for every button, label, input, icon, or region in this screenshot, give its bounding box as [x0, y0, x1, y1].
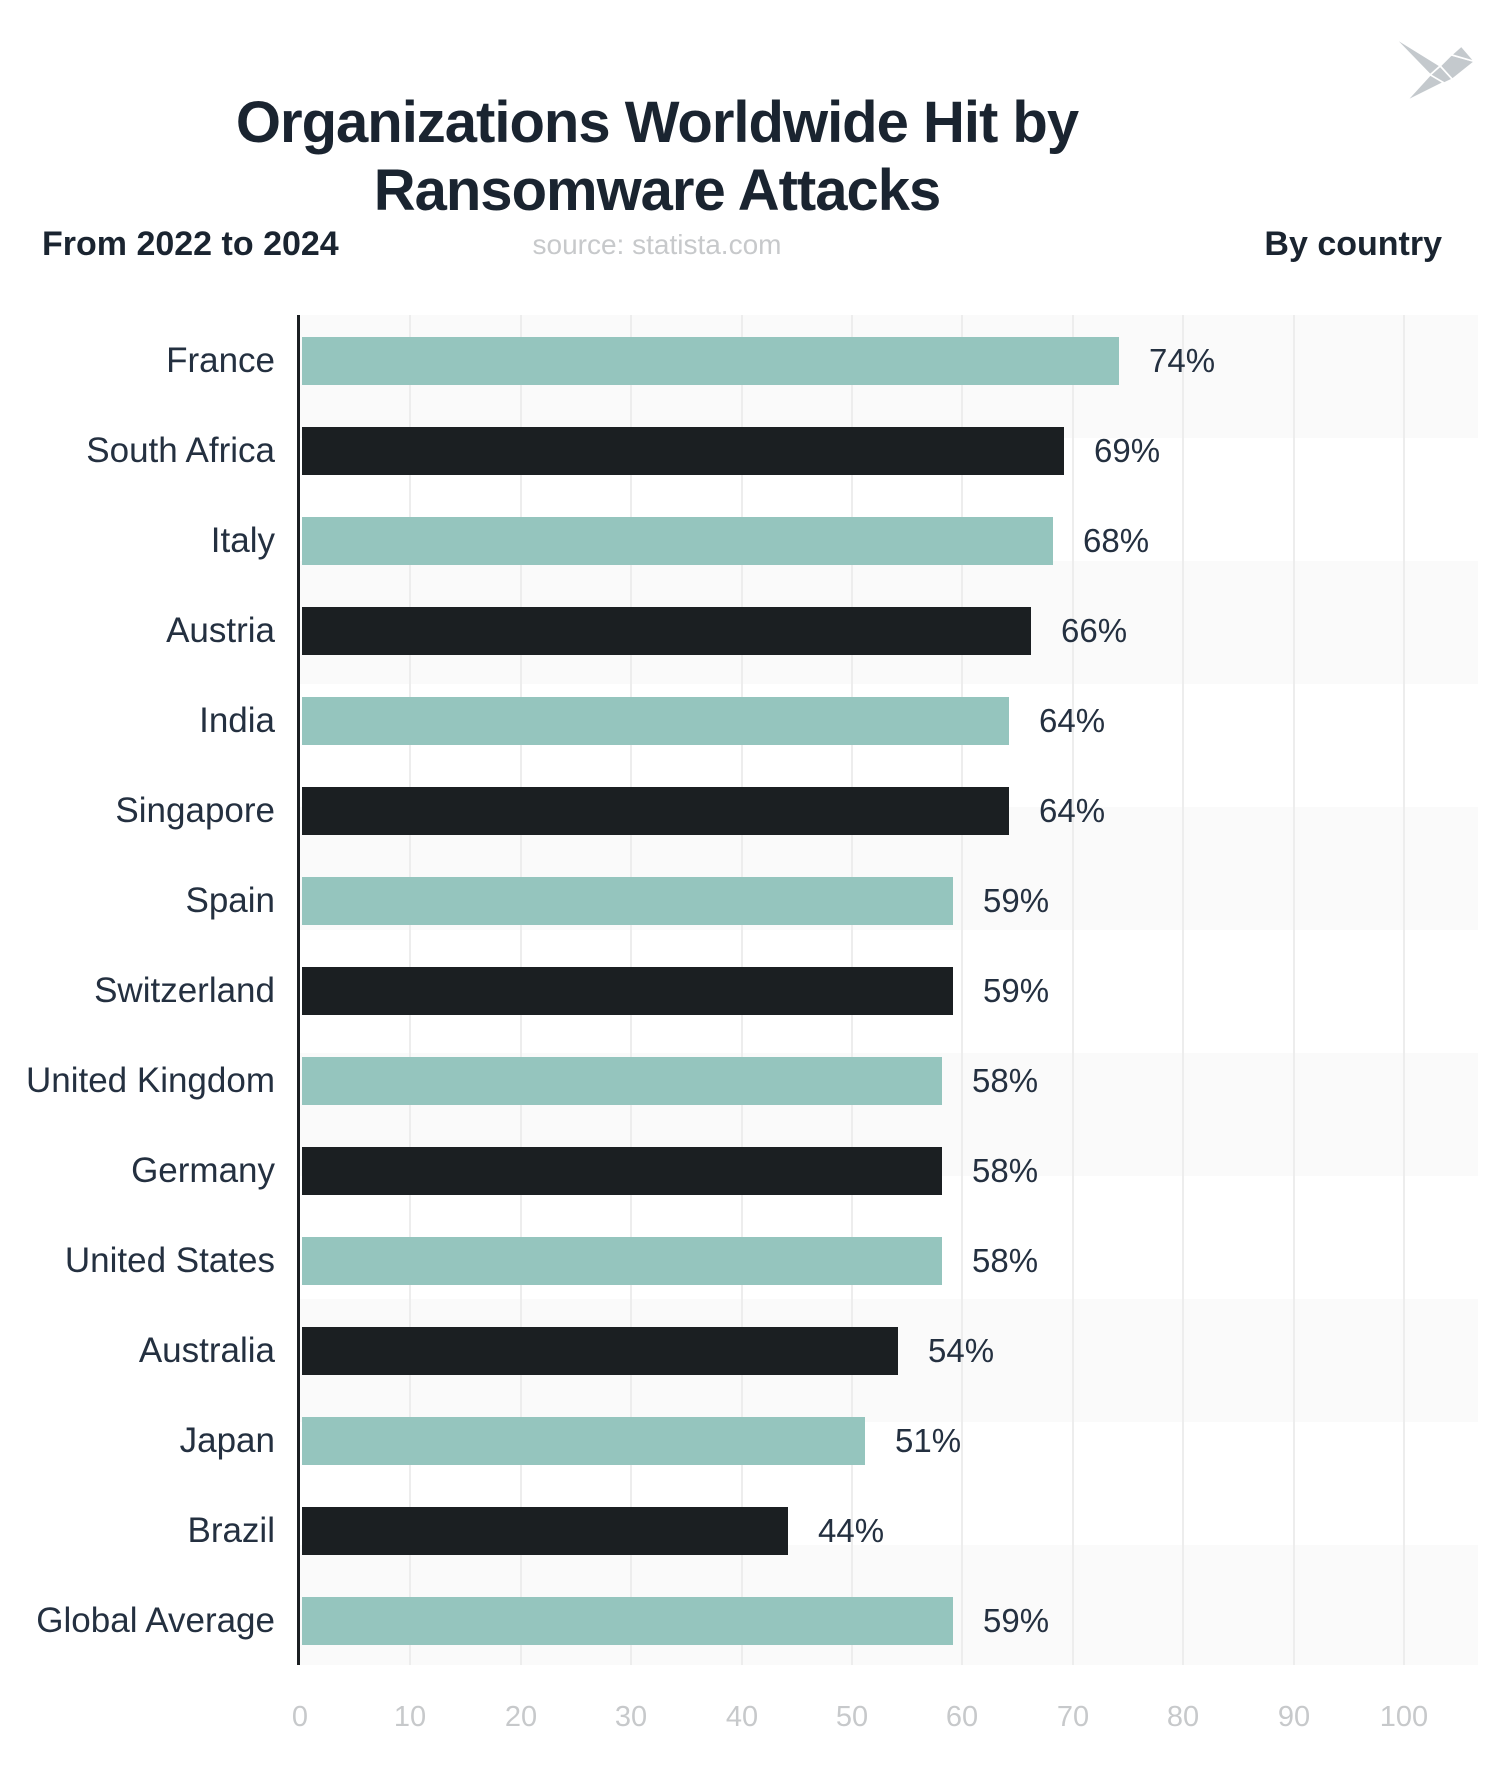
value-label: 59% — [983, 882, 1050, 919]
x-tick-label-90: 90 — [1277, 1701, 1311, 1733]
bar — [302, 1417, 865, 1465]
y-axis-line — [297, 315, 300, 1665]
value-label: 58% — [972, 1062, 1039, 1099]
value-label: 74% — [1149, 342, 1216, 379]
value-label: 69% — [1094, 432, 1161, 469]
value-label: 58% — [972, 1242, 1039, 1279]
bar — [302, 337, 1119, 385]
x-tick-label-70: 70 — [1056, 1701, 1090, 1733]
subtitle-period: From 2022 to 2024 — [42, 225, 339, 263]
bar — [302, 967, 953, 1015]
category-label: Australia — [138, 1331, 275, 1370]
page-title: Organizations Worldwide Hit by Ransomwar… — [0, 89, 1314, 225]
category-label: Global Average — [36, 1601, 275, 1640]
value-label: 64% — [1039, 792, 1106, 829]
category-label: Switzerland — [94, 971, 275, 1010]
value-label: 54% — [928, 1332, 995, 1369]
x-tick-label-50: 50 — [835, 1701, 869, 1733]
value-label: 44% — [818, 1512, 885, 1549]
gridline-70 — [1072, 315, 1074, 1665]
category-label: France — [166, 341, 275, 380]
bar — [302, 607, 1031, 655]
category-label: Italy — [210, 521, 275, 560]
origami-bird-logo-icon — [1392, 36, 1476, 103]
x-tick-label-30: 30 — [614, 1701, 648, 1733]
bar — [302, 877, 953, 925]
x-tick-label-100: 100 — [1379, 1701, 1429, 1733]
category-label: India — [199, 701, 275, 740]
bar — [302, 1327, 898, 1375]
value-label: 66% — [1061, 612, 1128, 649]
x-tick-label-40: 40 — [725, 1701, 759, 1733]
x-tick-label-80: 80 — [1166, 1701, 1200, 1733]
category-label: United Kingdom — [25, 1061, 275, 1100]
x-tick-label-0: 0 — [291, 1701, 309, 1733]
value-label: 58% — [972, 1152, 1039, 1189]
category-label: United States — [64, 1241, 275, 1280]
category-label: Austria — [166, 611, 275, 650]
category-label: Germany — [131, 1151, 275, 1190]
value-label: 59% — [983, 1602, 1050, 1639]
bar — [302, 1057, 942, 1105]
source-credit: source: statista.com — [532, 229, 782, 260]
bar — [302, 787, 1009, 835]
gridline-80 — [1182, 315, 1184, 1665]
subtitle-by-country: By country — [1264, 225, 1442, 263]
bar — [302, 1507, 788, 1555]
value-label: 64% — [1039, 702, 1106, 739]
gridline-60 — [961, 315, 963, 1665]
bar — [302, 427, 1064, 475]
x-tick-label-60: 60 — [945, 1701, 979, 1733]
category-label: Spain — [185, 881, 275, 920]
value-label: 59% — [983, 972, 1050, 1009]
bar — [302, 1597, 953, 1645]
category-label: South Africa — [86, 431, 275, 470]
bar — [302, 517, 1053, 565]
x-tick-label-20: 20 — [504, 1701, 538, 1733]
page-title-line2: Ransomware Attacks — [373, 157, 942, 223]
value-label: 51% — [895, 1422, 962, 1459]
category-label: Japan — [179, 1421, 275, 1460]
bar — [302, 1237, 942, 1285]
x-tick-label-10: 10 — [393, 1701, 427, 1733]
category-label: Brazil — [187, 1511, 275, 1550]
page-title-line1: Organizations Worldwide Hit by — [235, 89, 1079, 155]
category-label: Singapore — [115, 791, 275, 830]
bar — [302, 1147, 942, 1195]
value-label: 68% — [1083, 522, 1150, 559]
gridline-100 — [1403, 315, 1405, 1665]
bar — [302, 697, 1009, 745]
gridline-90 — [1293, 315, 1295, 1665]
